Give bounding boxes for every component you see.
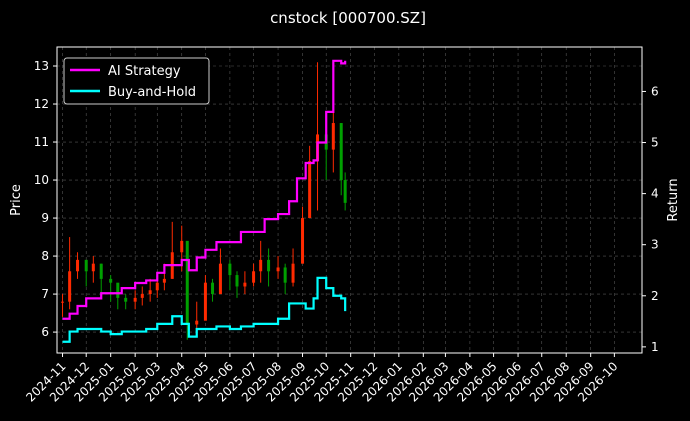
y-tick-label: 12: [34, 97, 49, 111]
ai-strategy-line: [62, 59, 347, 320]
y-axis-ticks: 6 7 8 9 10 11 12 13: [34, 59, 57, 339]
price-candle-body: [267, 259, 271, 272]
price-candle-body: [211, 282, 215, 295]
price-candle-body: [116, 282, 120, 298]
price-candle-body: [148, 290, 152, 295]
price-candle-body: [308, 161, 312, 219]
price-candle-body: [162, 278, 166, 283]
legend-label-buy-and-hold: Buy-and-Hold: [108, 85, 196, 100]
y2-tick-label: 6: [651, 84, 659, 98]
y2-axis-ticks: 1 2 3 4 5 6: [642, 84, 659, 354]
price-candle-body: [109, 278, 113, 283]
y2-axis-label: Return: [666, 178, 681, 221]
price-candle-body: [124, 297, 128, 302]
price-candle-body: [195, 320, 199, 325]
plot-frame: [56, 46, 643, 354]
y2-tick-label: 5: [651, 136, 659, 150]
price-candle-body: [140, 294, 144, 298]
y-tick-label: 6: [41, 325, 49, 339]
price-candle-body: [343, 180, 347, 203]
y2-tick-label: 1: [651, 340, 659, 354]
price-candle-body: [203, 282, 207, 321]
y-axis-label: Price: [9, 184, 24, 216]
price-candle-body: [91, 263, 95, 272]
price-candle-body: [155, 282, 159, 291]
price-candle-body: [61, 301, 65, 303]
y-tick-label: 13: [34, 59, 49, 73]
price-candle-body: [68, 271, 72, 302]
price-candle-body: [291, 263, 295, 283]
y-tick-label: 7: [41, 287, 49, 301]
price-candle-body: [301, 218, 305, 264]
y-tick-label: 9: [41, 211, 49, 225]
buy-and-hold-line: [62, 276, 347, 343]
chart-title: cnstock [000700.SZ]: [270, 9, 426, 27]
y-tick-label: 8: [41, 249, 49, 263]
price-candle-body: [99, 263, 103, 279]
y2-tick-label: 2: [651, 289, 659, 303]
price-candle-body: [218, 263, 222, 295]
legend: AI Strategy Buy-and-Hold: [63, 57, 210, 105]
price-candle-body: [339, 123, 343, 181]
price-candle-body: [133, 297, 137, 302]
price-candle-body: [84, 259, 88, 272]
price-candle-body: [243, 282, 247, 287]
price-candle-body: [228, 263, 232, 276]
y2-tick-label: 4: [651, 187, 659, 201]
legend-label-ai-strategy: AI Strategy: [108, 64, 181, 79]
legend-box: [63, 57, 210, 105]
y-tick-label: 11: [34, 135, 49, 149]
price-candle-body: [331, 123, 335, 150]
y-tick-label: 10: [34, 173, 49, 187]
series-lines: [62, 59, 347, 343]
price-candle-body: [235, 275, 239, 287]
price-candle-body: [252, 271, 256, 283]
y2-tick-label: 3: [651, 238, 659, 252]
price-candle-body: [185, 240, 189, 325]
price-candle-body: [259, 259, 263, 272]
price-candle-body: [180, 240, 184, 253]
price-candle-body: [276, 267, 280, 272]
price-candle-body: [283, 267, 287, 283]
price-candle-body: [76, 259, 80, 272]
